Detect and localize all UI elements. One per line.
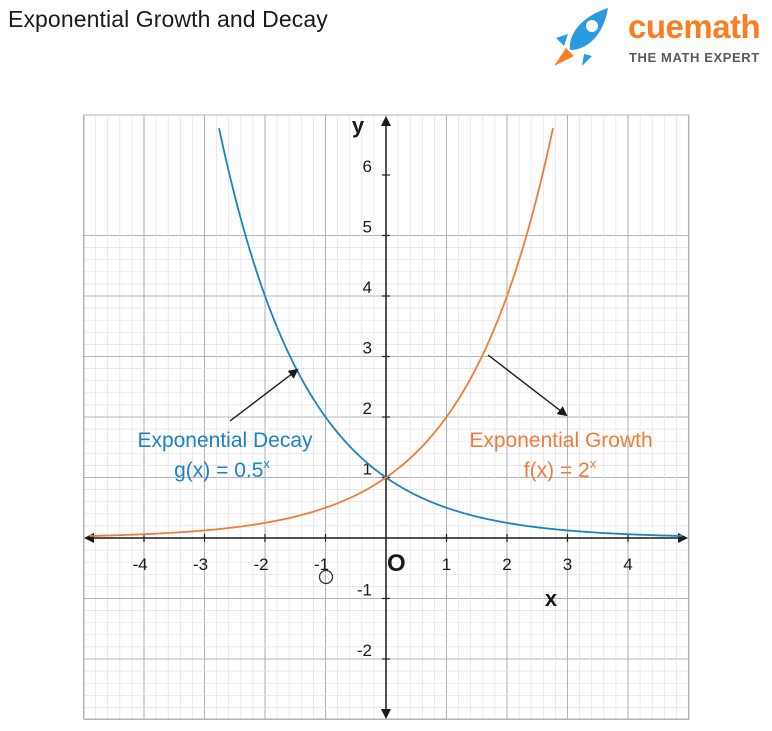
brand-tagline: THE MATH EXPERT (629, 50, 760, 65)
growth-formula-sup: x (590, 456, 597, 471)
x-tick-label: -2 (253, 555, 268, 574)
axes (84, 116, 688, 719)
x-tick-label: -1 (314, 555, 329, 574)
decay-label: Exponential Decay (137, 429, 313, 452)
x-tick-label: 2 (502, 555, 511, 574)
y-tick-label: 4 (363, 278, 372, 297)
y-tick-label: -1 (357, 581, 372, 600)
y-axis-label: y (352, 113, 365, 138)
y-tick-label: 5 (363, 218, 372, 237)
series-line-growth (89, 127, 554, 537)
y-tick-label: 3 (363, 339, 372, 358)
decay-formula: g(x) = 0.5x (174, 456, 270, 482)
growth-formula: f(x) = 2x (524, 456, 597, 482)
origin-label: O (387, 550, 406, 577)
x-tick-label: -3 (193, 555, 208, 574)
y-tick-label: 2 (363, 399, 372, 418)
plot-border (83, 114, 690, 720)
y-tick-label: 6 (363, 157, 372, 176)
y-axis-arrow-down (381, 709, 391, 719)
growth-label: Exponential Growth (469, 429, 652, 452)
x-tick-label: -4 (132, 555, 147, 574)
x-tick-label: 3 (563, 555, 572, 574)
x-axis-label: x (545, 586, 558, 611)
brand-logo: cuemath THE MATH EXPERT (548, 4, 768, 70)
x-tick-label: 4 (623, 555, 632, 574)
annotations: Exponential Decay g(x) = 0.5x Exponential … (137, 354, 653, 482)
brand-name: cuemath (628, 8, 761, 45)
page-title: Exponential Growth and Decay (8, 6, 328, 32)
tick-labels: -4 -3 -2 -1 1 2 3 4 -2 -1 1 2 3 4 5 6 Ox y (132, 113, 632, 660)
growth-arrow (487, 354, 568, 417)
y-tick-label: -2 (357, 641, 372, 660)
x-axis-arrow-left (84, 533, 94, 543)
hollow-point (318, 569, 334, 585)
rocket-icon (554, 8, 608, 66)
decay-arrow (229, 368, 299, 422)
decay-formula-sup: x (263, 456, 270, 471)
y-tick-label: 1 (363, 460, 372, 479)
x-tick-label: 1 (442, 555, 451, 574)
